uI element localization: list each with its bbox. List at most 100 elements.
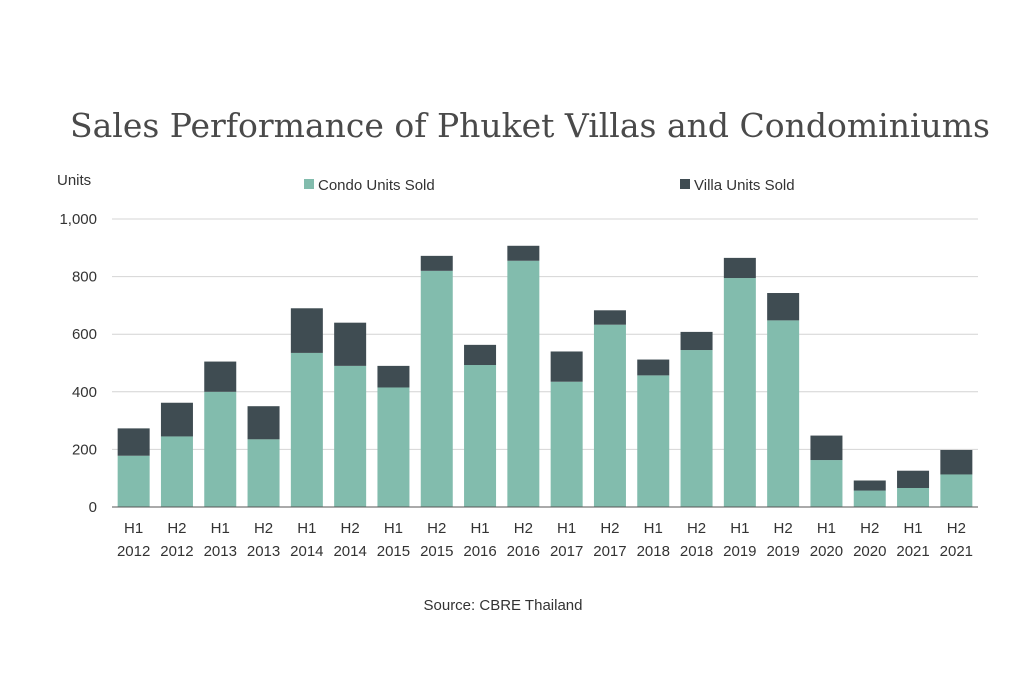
bar-villa bbox=[204, 361, 237, 392]
x-tick-label-year: 2016 bbox=[507, 543, 540, 560]
bar-condo bbox=[810, 460, 843, 507]
x-tick-label-year: 2013 bbox=[204, 543, 237, 560]
legend-label: Villa Units Sold bbox=[694, 177, 795, 194]
bar-villa bbox=[117, 428, 150, 456]
x-tick-label-year: 2017 bbox=[550, 543, 583, 560]
bar-condo bbox=[247, 439, 280, 507]
x-tick-label-year: 2012 bbox=[117, 543, 150, 560]
x-tick-label-half: H1 bbox=[557, 520, 576, 537]
x-tick-label-half: H1 bbox=[730, 520, 749, 537]
x-tick-label-half: H2 bbox=[427, 520, 446, 537]
bar-condo bbox=[160, 436, 193, 507]
bar-villa bbox=[897, 470, 930, 488]
bar-villa bbox=[680, 331, 713, 351]
x-tick-label-half: H1 bbox=[124, 520, 143, 537]
x-tick-label-half: H1 bbox=[903, 520, 922, 537]
bar-condo bbox=[204, 391, 237, 507]
x-tick-label-year: 2014 bbox=[290, 543, 323, 560]
gridlines bbox=[112, 218, 978, 450]
x-tick-label-year: 2021 bbox=[940, 543, 973, 560]
x-tick-label-half: H1 bbox=[644, 520, 663, 537]
x-tick-label-half: H1 bbox=[470, 520, 489, 537]
x-tick-label-half: H1 bbox=[384, 520, 403, 537]
legend-item: Condo Units Sold bbox=[304, 177, 435, 194]
bar-villa bbox=[334, 322, 367, 366]
x-tick-label-half: H1 bbox=[297, 520, 316, 537]
bar-villa bbox=[637, 359, 670, 376]
bar-condo bbox=[723, 278, 756, 507]
bar-condo bbox=[680, 350, 713, 507]
x-tick-label-year: 2019 bbox=[723, 543, 756, 560]
bar-condo bbox=[420, 270, 453, 507]
x-tick-label-year: 2020 bbox=[810, 543, 843, 560]
bar-villa bbox=[290, 308, 323, 353]
bar-condo bbox=[117, 455, 150, 507]
x-tick-label-half: H2 bbox=[514, 520, 533, 537]
y-tick-label: 200 bbox=[72, 441, 97, 458]
bar-condo bbox=[334, 365, 367, 507]
legend-item: Villa Units Sold bbox=[680, 177, 795, 194]
x-tick-label-half: H2 bbox=[600, 520, 619, 537]
bar-condo bbox=[767, 320, 800, 507]
bar-villa bbox=[810, 435, 843, 461]
bar-villa bbox=[464, 344, 497, 366]
x-tick-label-year: 2015 bbox=[420, 543, 453, 560]
chart-title: Sales Performance of Phuket Villas and C… bbox=[70, 106, 990, 145]
x-tick-label-half: H2 bbox=[687, 520, 706, 537]
x-tick-label-half: H2 bbox=[167, 520, 186, 537]
bar-villa bbox=[507, 245, 540, 261]
bar-villa bbox=[767, 293, 800, 321]
bar-condo bbox=[377, 387, 410, 507]
y-axis-label: Units bbox=[57, 172, 91, 189]
bar-villa bbox=[160, 402, 193, 437]
bar-villa bbox=[940, 449, 973, 475]
legend-swatch bbox=[304, 179, 314, 189]
bar-villa bbox=[723, 257, 756, 279]
bar-condo bbox=[637, 375, 670, 507]
bar-villa bbox=[420, 255, 453, 271]
x-tick-label-year: 2016 bbox=[463, 543, 496, 560]
x-tick-label-half: H2 bbox=[947, 520, 966, 537]
x-tick-label-half: H1 bbox=[211, 520, 230, 537]
x-tick-label-year: 2020 bbox=[853, 543, 886, 560]
bar-condo bbox=[550, 381, 583, 507]
bar-villa bbox=[377, 365, 410, 388]
bar-condo bbox=[853, 490, 886, 507]
source-note: Source: CBRE Thailand bbox=[424, 597, 583, 614]
x-tick-label-half: H1 bbox=[817, 520, 836, 537]
x-tick-label-year: 2012 bbox=[160, 543, 193, 560]
bars bbox=[117, 245, 973, 507]
x-tick-label-year: 2013 bbox=[247, 543, 280, 560]
bar-villa bbox=[550, 351, 583, 382]
bar-condo bbox=[290, 352, 323, 507]
legend-swatch bbox=[680, 179, 690, 189]
y-tick-label: 0 bbox=[89, 499, 97, 516]
y-tick-label: 1,000 bbox=[59, 211, 97, 228]
x-tick-label-half: H2 bbox=[341, 520, 360, 537]
y-tick-label: 400 bbox=[72, 384, 97, 401]
x-tick-label-year: 2021 bbox=[896, 543, 929, 560]
bar-condo bbox=[593, 324, 626, 507]
x-tick-label-half: H2 bbox=[774, 520, 793, 537]
x-tick-label-year: 2015 bbox=[377, 543, 410, 560]
bar-villa bbox=[247, 406, 280, 440]
legend-label: Condo Units Sold bbox=[318, 177, 435, 194]
bar-villa bbox=[593, 310, 626, 325]
y-axis-ticks: 0 200 400 600 800 1,000 bbox=[59, 211, 97, 516]
bar-villa bbox=[853, 480, 886, 491]
bar-condo bbox=[507, 260, 540, 507]
x-axis-ticks: H1 2012 H2 2012 H1 2013 H2 2013 H1 2014 H2 2014 H1 20… bbox=[117, 520, 973, 560]
bar-condo bbox=[940, 474, 973, 507]
x-tick-label-year: 2018 bbox=[680, 543, 713, 560]
x-tick-label-year: 2019 bbox=[766, 543, 799, 560]
legend: Condo Units Sold Villa Units Sold bbox=[304, 177, 795, 194]
y-tick-label: 800 bbox=[72, 269, 97, 286]
x-tick-label-year: 2014 bbox=[333, 543, 366, 560]
x-tick-label-half: H2 bbox=[860, 520, 879, 537]
x-tick-label-half: H2 bbox=[254, 520, 273, 537]
bar-condo bbox=[464, 365, 497, 507]
y-tick-label: 600 bbox=[72, 326, 97, 343]
x-tick-label-year: 2018 bbox=[637, 543, 670, 560]
x-tick-label-year: 2017 bbox=[593, 543, 626, 560]
